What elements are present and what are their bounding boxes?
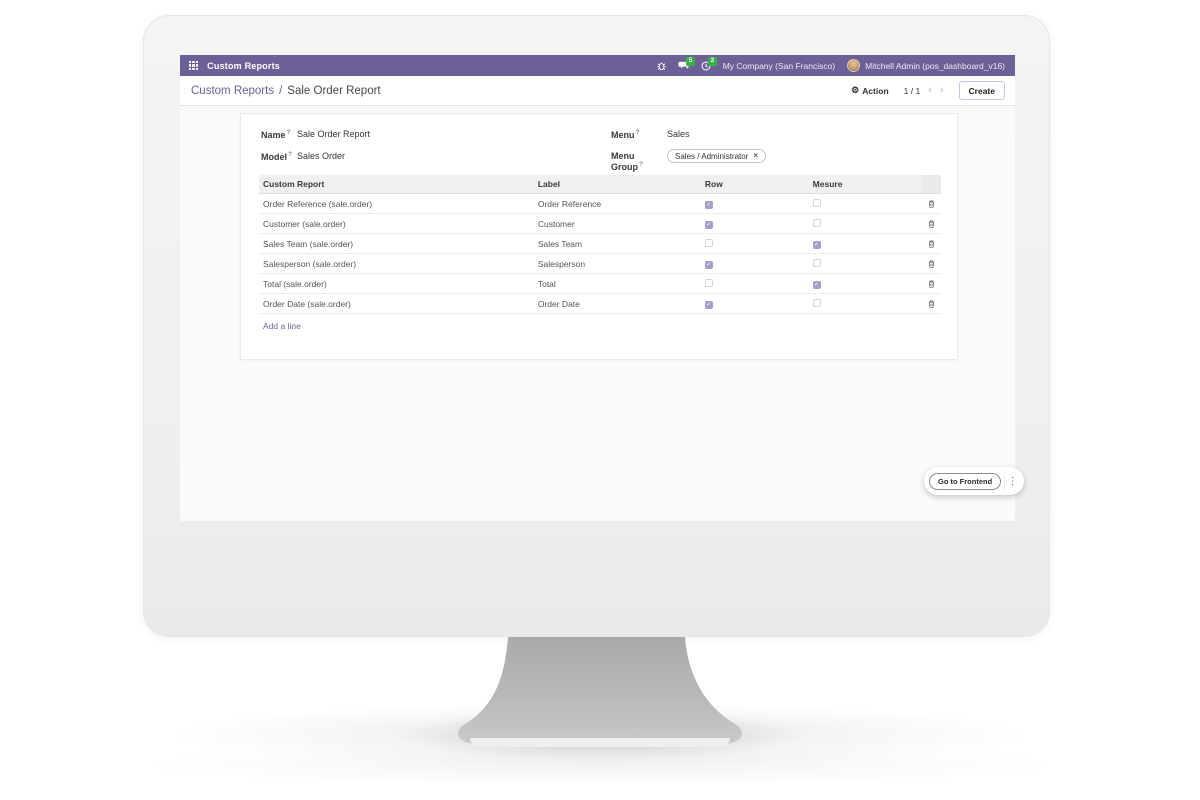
row-custom-report-cell[interactable]: Total (sale.order): [263, 278, 327, 289]
breadcrumb: Custom Reports / Sale Order Report: [191, 85, 381, 97]
measure-checkbox[interactable]: [812, 218, 821, 227]
table-row[interactable]: Total (sale.order) Total: [259, 274, 941, 294]
delete-row-icon[interactable]: [928, 240, 935, 248]
messages-badge: 5: [686, 56, 695, 66]
app-name[interactable]: Custom Reports: [207, 60, 280, 71]
row-label-cell[interactable]: Sales Team: [537, 238, 583, 249]
field-name: Name? Sale Order Report: [261, 129, 611, 140]
remove-tag-icon[interactable]: ×: [753, 151, 759, 160]
row-custom-report-cell[interactable]: Sales Team (sale.order): [263, 238, 354, 249]
row-label-cell[interactable]: Order Reference: [537, 198, 602, 209]
report-lines-table-body: Order Reference (sale.order) Order Refer…: [259, 194, 941, 314]
header-measure[interactable]: Mesure: [812, 179, 843, 189]
model-label: Model?: [261, 151, 292, 162]
pager-value: 1 / 1: [903, 85, 921, 96]
field-menu-group: Menu Group? Sales / Administrator ×: [611, 149, 939, 172]
top-navbar: Custom Reports 5: [180, 55, 1015, 76]
field-menu: Menu? Sales: [611, 129, 939, 140]
name-value[interactable]: Sale Order Report: [297, 129, 371, 139]
user-menu[interactable]: Mitchell Admin (pos_dashboard_v16): [847, 59, 1005, 72]
control-panel: Custom Reports / Sale Order Report ⚙ Act…: [180, 76, 1015, 106]
kebab-menu-icon[interactable]: ⋮: [1004, 471, 1020, 491]
row-custom-report-cell[interactable]: Order Date (sale.order): [263, 298, 351, 309]
table-row[interactable]: Order Reference (sale.order) Order Refer…: [259, 194, 941, 214]
action-menu-button[interactable]: ⚙ Action: [851, 85, 889, 96]
header-custom-report[interactable]: Custom Report: [263, 179, 325, 189]
menu-group-tag[interactable]: Sales / Administrator ×: [667, 149, 767, 163]
main-content: Name? Sale Order Report Menu? Sales Mode…: [180, 106, 1015, 521]
floating-widget: Go to Frontend ⋮: [924, 467, 1025, 495]
action-label: Action: [862, 85, 889, 96]
help-marker: ?: [639, 161, 643, 168]
menu-label: Menu?: [611, 129, 640, 140]
tag-text: Sales / Administrator: [675, 151, 749, 161]
help-marker: ?: [288, 151, 292, 158]
measure-checkbox[interactable]: [812, 281, 821, 289]
user-name: Mitchell Admin (pos_dashboard_v16): [865, 60, 1005, 71]
row-label-cell[interactable]: Order Date: [537, 298, 580, 309]
row-checkbox[interactable]: [704, 301, 713, 309]
row-checkbox[interactable]: [704, 221, 713, 229]
activities-badge: 2: [708, 56, 717, 66]
user-avatar: [847, 59, 861, 72]
row-custom-report-cell[interactable]: Salesperson (sale.order): [263, 258, 357, 269]
create-button[interactable]: Create: [958, 81, 1005, 100]
pager: 1 / 1 ‹ ›: [904, 85, 944, 96]
model-value[interactable]: Sales Order: [297, 151, 346, 161]
row-checkbox[interactable]: [704, 278, 713, 287]
control-panel-right: ⚙ Action 1 / 1 ‹ › Create: [851, 81, 1005, 100]
help-marker: ?: [635, 129, 640, 136]
delete-row-icon[interactable]: [928, 280, 935, 288]
company-switcher[interactable]: My Company (San Francisco): [722, 60, 836, 71]
header-actions: [921, 175, 941, 193]
table-row[interactable]: Sales Team (sale.order) Sales Team: [259, 234, 941, 254]
field-model: Model? Sales Order: [261, 151, 611, 172]
add-line-link[interactable]: Add a line: [263, 321, 301, 331]
row-custom-report-cell[interactable]: Order Reference (sale.order): [263, 198, 373, 209]
monitor-stand: [458, 637, 742, 748]
breadcrumb-root-link[interactable]: Custom Reports: [191, 84, 275, 97]
name-label: Name?: [261, 129, 291, 140]
header-label[interactable]: Label: [537, 179, 561, 189]
measure-checkbox[interactable]: [812, 298, 821, 307]
delete-row-icon[interactable]: [928, 220, 935, 228]
header-row[interactable]: Row: [704, 179, 723, 189]
delete-row-icon[interactable]: [928, 300, 935, 308]
debug-bug-icon[interactable]: [657, 61, 666, 71]
pager-next-icon[interactable]: ›: [939, 84, 944, 96]
row-custom-report-cell[interactable]: Customer (sale.order): [263, 218, 346, 229]
table-row[interactable]: Order Date (sale.order) Order Date: [259, 294, 941, 314]
apps-menu-icon[interactable]: [189, 60, 199, 71]
go-to-frontend-button[interactable]: Go to Frontend: [929, 472, 1002, 490]
form-fields: Name? Sale Order Report Menu? Sales Mode…: [261, 129, 939, 172]
row-label-cell[interactable]: Salesperson: [537, 258, 586, 269]
table-header-row: Custom Report Label Row Mesure: [259, 175, 941, 194]
row-checkbox[interactable]: [704, 201, 713, 209]
measure-checkbox[interactable]: [812, 198, 821, 207]
gear-icon: ⚙: [851, 85, 860, 95]
menu-value[interactable]: Sales: [667, 129, 690, 139]
measure-checkbox[interactable]: [812, 241, 821, 249]
pager-previous-icon[interactable]: ‹: [928, 84, 932, 96]
messages-icon[interactable]: 5: [678, 56, 695, 71]
form-sheet: Name? Sale Order Report Menu? Sales Mode…: [240, 113, 958, 360]
breadcrumb-separator: /: [279, 84, 283, 97]
delete-row-icon[interactable]: [928, 200, 935, 208]
topbar-right: 5 2 My Company (San Francisco) Mitchell …: [657, 56, 1005, 72]
measure-checkbox[interactable]: [812, 258, 821, 267]
activities-clock-icon[interactable]: 2: [701, 56, 717, 71]
delete-row-icon[interactable]: [928, 260, 935, 268]
row-checkbox[interactable]: [704, 238, 713, 247]
table-row[interactable]: Customer (sale.order) Customer: [259, 214, 941, 234]
table-row[interactable]: Salesperson (sale.order) Salesperson: [259, 254, 941, 274]
row-label-cell[interactable]: Total: [537, 278, 556, 289]
menu-group-label: Menu Group?: [611, 151, 643, 172]
row-label-cell[interactable]: Customer: [537, 218, 575, 229]
report-lines-table: Custom Report Label Row Mesure Order Ref…: [259, 175, 941, 331]
row-checkbox[interactable]: [704, 261, 713, 269]
help-marker: ?: [286, 129, 291, 136]
app-screen: Custom Reports 5: [180, 55, 1015, 521]
breadcrumb-current: Sale Order Report: [287, 84, 381, 97]
